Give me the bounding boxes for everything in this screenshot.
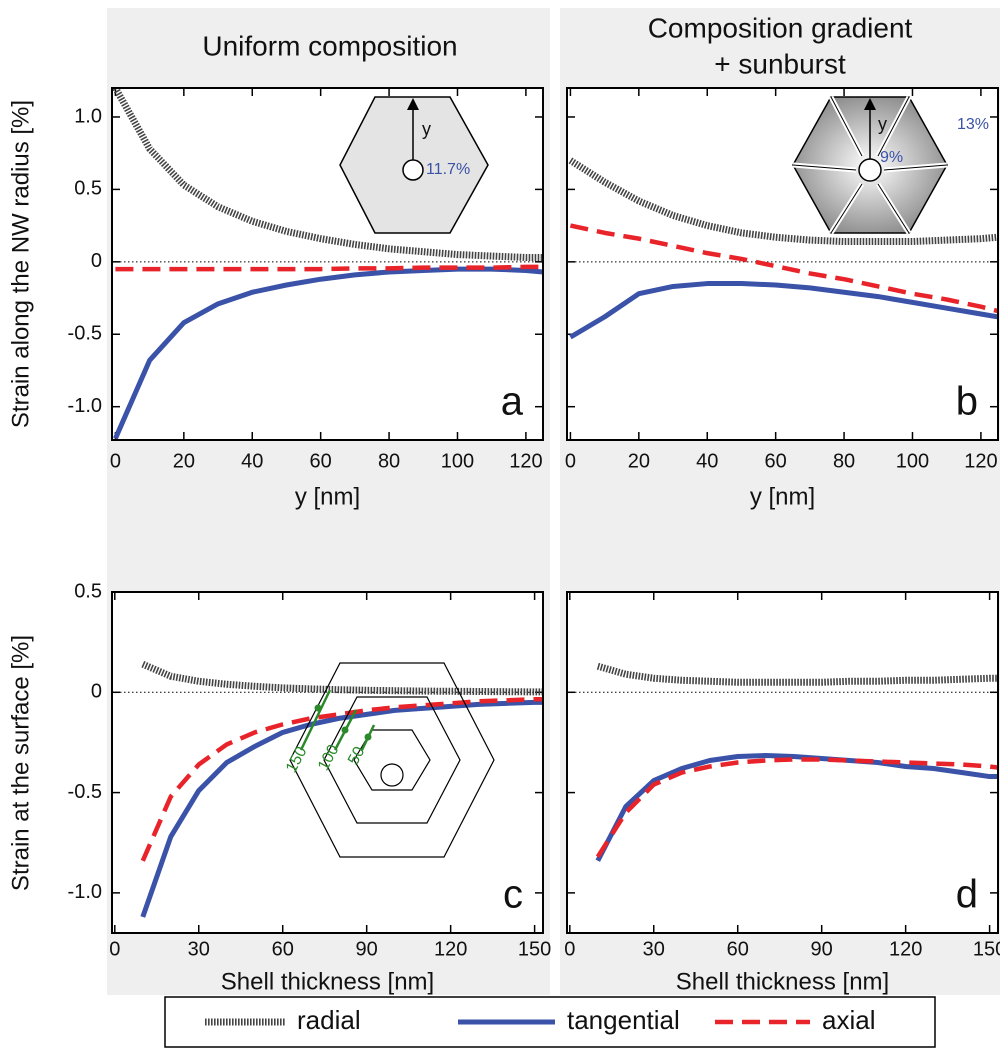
plot-frame bbox=[111, 87, 544, 441]
x-tick-label: 150 bbox=[973, 938, 1000, 960]
y-tick-label: -1.0 bbox=[68, 881, 102, 903]
series-line bbox=[595, 757, 998, 858]
series-line bbox=[569, 223, 998, 314]
x-tick-label: 20 bbox=[628, 450, 650, 472]
panel-label: d bbox=[956, 873, 978, 917]
curves bbox=[112, 88, 543, 440]
x-tick-label: 0 bbox=[565, 450, 576, 472]
plot-area bbox=[112, 592, 543, 933]
inset-label: 11.7% bbox=[426, 161, 470, 178]
x-tick-label: 150 bbox=[518, 938, 551, 960]
x-tick-label: 90 bbox=[356, 938, 378, 960]
x-tick-label: 0 bbox=[564, 938, 575, 960]
series-line bbox=[596, 662, 998, 686]
inset-uniform bbox=[339, 96, 489, 234]
y-tick-label: 0 bbox=[91, 681, 102, 703]
x-axis-label: Shell thickness [nm] bbox=[221, 968, 434, 995]
x-tick-label: 120 bbox=[889, 938, 922, 960]
x-tick-label: 20 bbox=[173, 450, 195, 472]
panel: -1.0 -0.5 0 0.5 1.0 0 20 40 60 80 100 120 a y [nm] bbox=[68, 87, 544, 510]
y-tick-label: 1.0 bbox=[74, 105, 102, 127]
curves bbox=[568, 157, 998, 340]
series-line bbox=[115, 264, 543, 272]
panel-label: a bbox=[501, 380, 524, 424]
legend-label: axial bbox=[822, 1005, 875, 1035]
series-line bbox=[140, 697, 543, 862]
x-tick-label: 60 bbox=[272, 938, 294, 960]
panel: 0 30 60 90 120 150 d Shell thickness [nm] bbox=[564, 591, 1000, 995]
panel-label: b bbox=[956, 380, 978, 424]
x-tick-label: 40 bbox=[696, 450, 718, 472]
inset-label: 9% bbox=[880, 149, 903, 166]
inset-label: y bbox=[878, 114, 887, 134]
legend-label: tangential bbox=[567, 1005, 680, 1035]
inset-shells bbox=[289, 662, 495, 858]
y-tick-label: 0.5 bbox=[74, 178, 102, 200]
x-axis-label: y [nm] bbox=[750, 483, 815, 510]
column-title: Uniform composition bbox=[202, 30, 457, 61]
x-tick-label: 0 bbox=[109, 938, 120, 960]
x-tick-label: 100 bbox=[441, 450, 474, 472]
x-tick-label: 60 bbox=[727, 938, 749, 960]
plot-frame bbox=[566, 591, 999, 934]
x-tick-label: 80 bbox=[833, 450, 855, 472]
panel: -1.0 -0.5 0 0.5 0 30 60 90 120 150 c Shell thicknes… bbox=[68, 580, 552, 995]
x-tick-label: 100 bbox=[896, 450, 929, 472]
plot-area bbox=[112, 88, 543, 440]
x-tick-label: 30 bbox=[643, 938, 665, 960]
y-tick-label: -1.0 bbox=[68, 395, 102, 417]
x-tick-label: 60 bbox=[310, 450, 332, 472]
x-tick-label: 40 bbox=[241, 450, 263, 472]
y-tick-label: -0.5 bbox=[68, 781, 102, 803]
legend: radial tangential axial bbox=[164, 996, 936, 1048]
y-tick-label: 0 bbox=[91, 250, 102, 272]
y-axis-label: Strain along the NW radius [%] bbox=[7, 100, 34, 428]
series-line bbox=[568, 157, 998, 246]
inset-sunburst bbox=[792, 95, 948, 235]
y-tick-label: 0.5 bbox=[74, 580, 102, 602]
legend-label: radial bbox=[297, 1005, 361, 1035]
column-subtitle: + sunburst bbox=[714, 48, 846, 79]
plot-area bbox=[567, 592, 998, 933]
x-tick-label: 80 bbox=[378, 450, 400, 472]
inset-label: 50 bbox=[345, 744, 368, 768]
y-axis-label: Strain at the surface [%] bbox=[7, 635, 34, 891]
column-title: Composition gradient bbox=[648, 12, 913, 43]
inset-label: 13% bbox=[957, 116, 989, 133]
y-tick-label: -0.5 bbox=[68, 323, 102, 345]
x-tick-label: 120 bbox=[964, 450, 997, 472]
x-tick-label: 30 bbox=[188, 938, 210, 960]
x-axis-label: y [nm] bbox=[295, 483, 360, 510]
series-line bbox=[141, 660, 543, 696]
curves bbox=[595, 662, 998, 862]
panel-label: c bbox=[503, 873, 523, 917]
series-line bbox=[112, 88, 543, 261]
inset-label: y bbox=[422, 119, 431, 139]
x-tick-label: 120 bbox=[509, 450, 542, 472]
x-tick-label: 60 bbox=[765, 450, 787, 472]
x-tick-label: 0 bbox=[110, 450, 121, 472]
plot-frame bbox=[566, 87, 999, 441]
series-line bbox=[569, 281, 998, 340]
x-tick-label: 120 bbox=[434, 938, 467, 960]
series-line bbox=[113, 266, 543, 440]
plot-frame bbox=[111, 591, 544, 934]
x-tick-label: 90 bbox=[811, 938, 833, 960]
x-axis-label: Shell thickness [nm] bbox=[676, 968, 889, 995]
